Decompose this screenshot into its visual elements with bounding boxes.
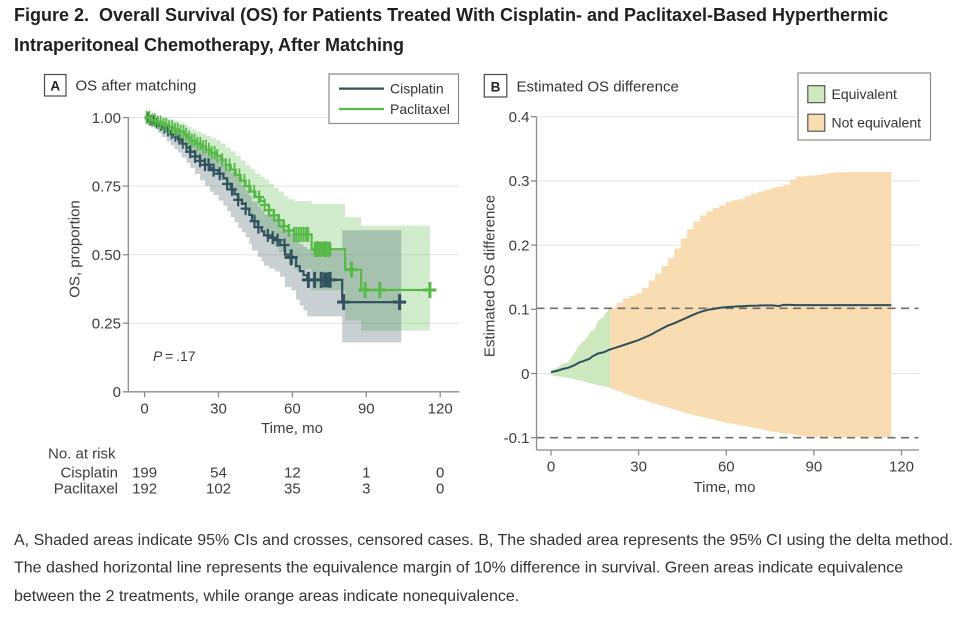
svg-text:Intraperitoneal Chemotherapy,: Intraperitoneal Chemotherapy, After Matc… <box>14 35 404 55</box>
svg-text:Cisplatin: Cisplatin <box>390 81 444 97</box>
svg-text:3: 3 <box>362 481 370 498</box>
svg-text:0: 0 <box>113 384 121 401</box>
svg-text:0.50: 0.50 <box>92 247 121 264</box>
svg-text:0.2: 0.2 <box>509 237 530 254</box>
svg-text:Figure 2. Overall Survival (O: Figure 2. Overall Survival (OS) for Pati… <box>14 5 888 25</box>
svg-text:30: 30 <box>210 400 227 417</box>
svg-text:90: 90 <box>358 400 375 417</box>
svg-text:60: 60 <box>284 400 301 417</box>
svg-text:0.4: 0.4 <box>509 109 530 126</box>
svg-text:60: 60 <box>718 459 735 476</box>
svg-text:0.75: 0.75 <box>92 178 121 195</box>
svg-text:between the 2 treatments, whil: between the 2 treatments, while orange a… <box>14 588 519 605</box>
svg-text:30: 30 <box>630 459 647 476</box>
svg-text:Not equivalent: Not equivalent <box>832 115 922 131</box>
svg-text:54: 54 <box>210 464 227 481</box>
svg-text:Time, mo: Time, mo <box>694 479 756 496</box>
svg-text:1.00: 1.00 <box>92 110 121 127</box>
svg-text:A, Shaded areas indicate 95% C: A, Shaded areas indicate 95% CIs and cro… <box>14 532 953 549</box>
svg-text:0.25: 0.25 <box>92 316 121 333</box>
svg-text:120: 120 <box>428 400 453 417</box>
svg-text:P = .17: P = .17 <box>153 348 196 364</box>
svg-text:90: 90 <box>806 459 823 476</box>
svg-text:Paclitaxel: Paclitaxel <box>390 101 450 117</box>
svg-text:0: 0 <box>436 481 444 498</box>
svg-text:102: 102 <box>206 481 231 498</box>
svg-text:OS after matching: OS after matching <box>76 78 197 95</box>
svg-text:No. at risk: No. at risk <box>48 446 116 463</box>
svg-text:0.1: 0.1 <box>509 302 530 319</box>
svg-text:12: 12 <box>284 464 301 481</box>
svg-text:A: A <box>50 79 60 94</box>
svg-text:Cisplatin: Cisplatin <box>60 464 118 481</box>
svg-text:35: 35 <box>284 481 301 498</box>
svg-text:-0.1: -0.1 <box>504 430 530 447</box>
svg-text:B: B <box>491 80 501 95</box>
svg-text:120: 120 <box>889 459 914 476</box>
svg-text:The dashed horizontal line rep: The dashed horizontal line represents th… <box>14 560 903 577</box>
svg-text:0.3: 0.3 <box>509 173 530 190</box>
svg-text:192: 192 <box>132 481 157 498</box>
svg-text:Estimated OS difference: Estimated OS difference <box>517 79 679 96</box>
svg-text:OS, proportion: OS, proportion <box>67 200 84 298</box>
svg-text:0: 0 <box>436 464 444 481</box>
svg-text:0: 0 <box>140 400 148 417</box>
svg-text:Equivalent: Equivalent <box>832 86 897 102</box>
svg-text:199: 199 <box>132 464 157 481</box>
svg-text:0: 0 <box>521 366 529 383</box>
svg-text:0: 0 <box>547 459 555 476</box>
svg-text:Paclitaxel: Paclitaxel <box>54 481 118 498</box>
svg-text:Time, mo: Time, mo <box>261 420 323 437</box>
svg-text:1: 1 <box>362 464 370 481</box>
svg-text:Estimated OS difference: Estimated OS difference <box>481 195 498 357</box>
